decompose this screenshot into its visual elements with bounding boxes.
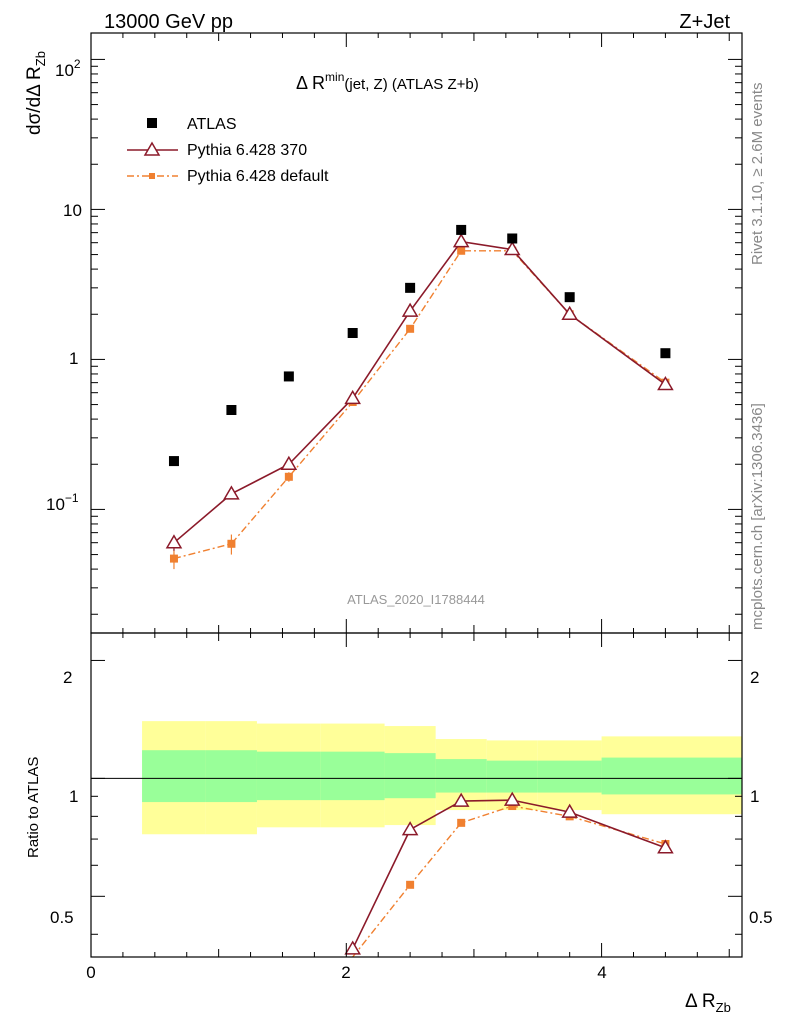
ratio-pythia-default-point: [406, 880, 415, 889]
y-axis-label: dσ/dΔ RZb: [24, 51, 48, 135]
ratio-pythia-370-point: [503, 791, 521, 806]
ratio-band-green: [537, 760, 602, 793]
ratio-pythia-370-line: [351, 799, 666, 950]
y-tick-label-100: 102: [55, 57, 81, 80]
rivet-label: Rivet 3.1.10, ≥ 2.6M events: [749, 83, 766, 266]
ratio-plot-panel: Ratio to ATLAS 2 1 0.5 2 1 0.5 0 2 4 Δ R…: [25, 632, 773, 1015]
legend-label-atlas: ATLAS: [187, 116, 237, 133]
atlas-point: [456, 224, 467, 235]
y-axis-label-sub: Zb: [33, 51, 48, 66]
ratio-pythia-370-point: [452, 792, 470, 807]
ratio-band-green: [486, 760, 538, 793]
legend: ATLAS Pythia 6.428 370 Pythia 6.428 defa…: [127, 116, 329, 185]
ratio-pythia-370-point: [657, 839, 674, 854]
x-axis-label-main: Δ R: [685, 991, 716, 1012]
pythia-370-point: [452, 233, 470, 248]
legend-label-pythia-default: Pythia 6.428 default: [187, 168, 329, 185]
pythia-default-point: [457, 246, 466, 255]
ratio-y-axis-label: Ratio to ATLAS: [25, 757, 42, 858]
pythia-370-point: [223, 485, 240, 500]
pythia-default-point: [169, 554, 178, 563]
main-plot-ticks: [90, 33, 742, 633]
pythia-default-point: [406, 324, 415, 333]
ratio-pythia-370-point: [401, 821, 419, 836]
plot-title-sup: min: [325, 70, 344, 84]
main-plot-panel: Δ Rmin(jet, Z) (ATLAS Z+b) dσ/dΔ RZb 102…: [24, 32, 743, 634]
x-axis-label-sub: Zb: [716, 1000, 731, 1015]
ratio-y-tick-2-right: 2: [750, 668, 759, 687]
plot-title: Δ Rmin(jet, Z) (ATLAS Z+b): [296, 70, 479, 93]
pythia-370-line: [173, 240, 666, 544]
legend-item-atlas: ATLAS: [147, 116, 237, 133]
atlas-point: [226, 405, 237, 415]
ratio-y-tick-0.5-right: 0.5: [749, 908, 773, 927]
pythia-370-point: [165, 534, 183, 549]
y-tick-0.1-base: 10: [46, 495, 65, 514]
pythia-370-point: [561, 305, 578, 321]
atlas-point: [507, 233, 518, 244]
y-tick-label-1: 1: [69, 349, 78, 368]
legend-marker-atlas: [147, 118, 157, 128]
legend-marker-pythia-370: [143, 141, 161, 156]
y-tick-label-0.1: 10−1: [46, 491, 79, 514]
ratio-pythia-default-point: [457, 818, 466, 827]
x-tick-label-0: 0: [86, 963, 95, 982]
ratio-y-tick-1-right: 1: [750, 787, 759, 806]
legend-marker-pythia-default: [149, 173, 155, 179]
ratio-pythia-default-line: [352, 805, 666, 958]
legend-item-pythia-default: Pythia 6.428 default: [127, 168, 329, 185]
pythia-370-point: [401, 302, 419, 317]
x-tick-label-4: 4: [597, 963, 606, 982]
x-tick-label-2: 2: [341, 963, 350, 982]
ratio-pythia-370-point: [344, 940, 361, 955]
y-axis-label-main: dσ/dΔ R: [24, 66, 45, 135]
x-axis-label: Δ RZb: [685, 991, 731, 1015]
mcplots-label: mcplots.cern.ch [arXiv:1306.3436]: [749, 403, 766, 630]
ratio-band-green: [601, 757, 742, 795]
analysis-watermark: ATLAS_2020_I1788444: [347, 592, 485, 607]
ratio-y-tick-2-left: 2: [63, 668, 72, 687]
pythia-370-point: [503, 241, 521, 256]
ratio-band-green: [320, 751, 385, 801]
atlas-point: [405, 282, 416, 293]
pythia-370-point: [280, 455, 298, 471]
ratio-plot-ticks: [90, 633, 742, 957]
y-tick-100-exp: 2: [74, 57, 81, 71]
pythia-default-point: [227, 539, 236, 548]
atlas-point: [347, 328, 358, 338]
pythia-370-point: [344, 389, 361, 405]
atlas-point: [564, 292, 575, 303]
ratio-y-tick-1-left: 1: [69, 787, 78, 806]
y-tick-100-base: 10: [55, 61, 74, 80]
header-right: Z+Jet: [679, 11, 730, 33]
ratio-pythia-default-point: [508, 802, 517, 811]
pythia-default-point: [284, 472, 293, 481]
ratio-band-green: [142, 750, 206, 803]
ratio-band-green: [205, 750, 257, 803]
ratio-band-green: [256, 751, 321, 801]
atlas-point: [168, 456, 179, 467]
legend-item-pythia-370: Pythia 6.428 370: [127, 141, 307, 159]
ratio-y-tick-0.5-left: 0.5: [50, 908, 74, 927]
ratio-band-green: [435, 759, 487, 793]
atlas-point: [660, 348, 671, 359]
ratio-band-green: [384, 753, 436, 799]
ratio-plot-frame: [90, 632, 743, 958]
pythia-370-point: [657, 376, 674, 391]
y-tick-label-10: 10: [63, 201, 82, 220]
plot-title-main: Δ R: [296, 73, 325, 93]
header-left: 13000 GeV pp: [104, 11, 233, 33]
plot-title-sub: (jet, Z) (ATLAS Z+b): [344, 76, 478, 93]
legend-label-pythia-370: Pythia 6.428 370: [187, 142, 307, 159]
y-tick-0.1-exp: −1: [65, 491, 79, 505]
ratio-pythia-370-point: [561, 803, 578, 818]
atlas-point: [283, 371, 294, 382]
